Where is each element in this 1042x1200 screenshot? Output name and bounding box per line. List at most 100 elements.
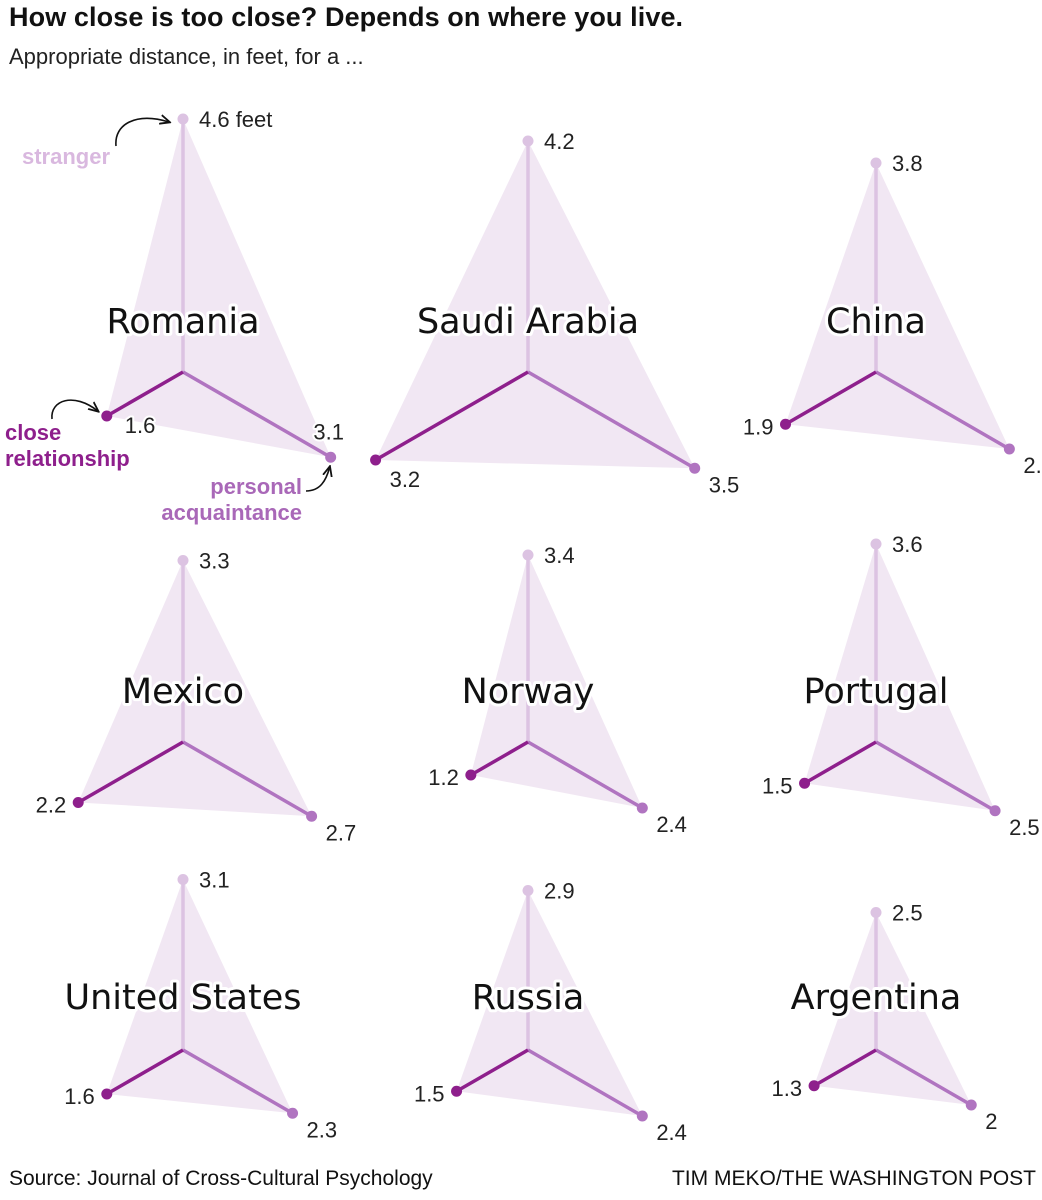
triangle-romania: [106, 119, 331, 458]
spoke-close-romania: [105, 370, 184, 418]
dot-stranger-russia: [522, 885, 534, 896]
spoke-acquaintance-saudi-arabia: [527, 370, 696, 470]
dot-acquaintance-united-states: [287, 1107, 299, 1119]
panel-united-states: United States 3.1 2.3 1.6: [61, 866, 339, 1145]
dot-acquaintance-argentina: [965, 1099, 977, 1111]
value-stranger-russia: 2.9: [544, 879, 575, 904]
dot-close-argentina: [808, 1080, 820, 1092]
value-close-argentina: 1.3: [771, 1076, 802, 1101]
spoke-acquaintance-romania: [182, 370, 332, 459]
country-label-argentina: Argentina: [791, 978, 962, 1018]
value-close-mexico: 2.2: [36, 793, 67, 818]
triangle-portugal: [804, 544, 996, 811]
dot-close-norway: [465, 769, 477, 781]
dot-acquaintance-saudi-arabia: [689, 462, 701, 474]
spoke-acquaintance-portugal: [875, 740, 996, 813]
country-label-norway: Norway: [462, 672, 595, 712]
dot-acquaintance-romania: [325, 451, 337, 463]
country-label-romania: Romania: [106, 302, 259, 342]
dot-close-russia: [451, 1085, 463, 1097]
country-label-russia: Russia: [472, 978, 585, 1018]
panel-saudi-arabia: Saudi Arabia 4.2 3.5 3.2: [370, 127, 741, 499]
value-close-romania: 1.6: [125, 413, 156, 438]
chart-title: How close is too close? Depends on where…: [9, 2, 684, 32]
panel-norway: Norway 3.4 2.4 1.2: [426, 541, 689, 839]
spoke-acquaintance-argentina: [875, 1048, 973, 1107]
spoke-close-united-states: [105, 1048, 184, 1096]
dot-close-romania: [101, 410, 113, 422]
country-label-portugal: Portugal: [804, 672, 949, 712]
spoke-acquaintance-united-states: [182, 1048, 294, 1115]
arrow-stranger: [115, 118, 169, 147]
value-acquaintance-portugal: 2.5: [1009, 815, 1040, 840]
value-stranger-united-states: 3.1: [199, 868, 230, 893]
panel-russia: Russia 2.9 2.4 1.5: [412, 877, 689, 1148]
dot-acquaintance-mexico: [306, 810, 318, 822]
credit-note: TIM MEKO/THE WASHINGTON POST: [671, 1167, 1036, 1190]
panel-romania: Romania 4.6 feet 3.1 1.6: [101, 105, 346, 463]
spoke-close-china: [784, 370, 877, 426]
value-acquaintance-russia: 2.4: [656, 1120, 687, 1145]
triangle-norway: [470, 555, 643, 808]
value-close-saudi-arabia: 3.2: [390, 467, 421, 492]
panel-argentina: Argentina 2.5 2 1.3: [769, 899, 999, 1137]
spoke-close-mexico: [77, 740, 184, 805]
value-stranger-china: 3.8: [892, 151, 923, 176]
dot-close-saudi-arabia: [370, 454, 382, 466]
value-acquaintance-mexico: 2.7: [326, 820, 357, 845]
value-acquaintance-united-states: 2.3: [307, 1117, 338, 1142]
spoke-close-russia: [455, 1048, 529, 1093]
value-stranger-portugal: 3.6: [892, 532, 923, 557]
annotation-stranger: stranger: [22, 144, 110, 169]
value-stranger-romania: 4.6 feet: [199, 107, 272, 132]
panel-china: China 3.8 2.8 1.9: [741, 149, 1042, 480]
country-label-united-states: United States: [64, 978, 301, 1018]
dot-acquaintance-norway: [636, 802, 648, 814]
dot-close-portugal: [799, 777, 811, 789]
value-close-portugal: 1.5: [762, 773, 793, 798]
dot-stranger-argentina: [870, 907, 882, 918]
panel-portugal: Portugal 3.6 2.5 1.5: [760, 530, 1042, 842]
triangle-saudi-arabia: [375, 141, 695, 469]
dot-acquaintance-portugal: [989, 805, 1001, 817]
triangle-china: [785, 163, 1010, 449]
dot-stranger-portugal: [870, 538, 882, 550]
value-acquaintance-china: 2.8: [1023, 453, 1042, 478]
value-acquaintance-romania: 3.1: [313, 419, 344, 444]
value-stranger-argentina: 2.5: [892, 901, 923, 926]
chart-subtitle: Appropriate distance, in feet, for a ...: [9, 44, 364, 69]
value-close-norway: 1.2: [428, 765, 459, 790]
country-label-mexico: Mexico: [122, 672, 244, 712]
dot-stranger-saudi-arabia: [522, 135, 534, 147]
triangle-mexico: [78, 560, 312, 817]
value-close-china: 1.9: [743, 414, 774, 439]
spoke-close-argentina: [813, 1048, 877, 1088]
spoke-close-saudi-arabia: [374, 370, 529, 462]
value-acquaintance-argentina: 2: [985, 1109, 997, 1134]
dot-stranger-united-states: [177, 874, 189, 885]
value-close-russia: 1.5: [414, 1081, 445, 1106]
country-label-saudi-arabia: Saudi Arabia: [417, 302, 639, 342]
dot-stranger-china: [870, 157, 882, 169]
value-acquaintance-norway: 2.4: [656, 812, 687, 837]
triangle-united-states: [106, 879, 293, 1114]
annotation-personal-acquaintance: personal acquaintance: [161, 474, 302, 525]
source-note: Source: Journal of Cross-Cultural Psycho…: [9, 1167, 433, 1190]
triangle-russia: [456, 890, 643, 1116]
dot-close-united-states: [101, 1088, 113, 1100]
dot-stranger-norway: [522, 549, 534, 561]
triangle-argentina: [814, 912, 972, 1105]
value-close-united-states: 1.6: [64, 1084, 95, 1109]
value-stranger-norway: 3.4: [544, 543, 575, 568]
spoke-acquaintance-mexico: [182, 740, 313, 818]
value-acquaintance-saudi-arabia: 3.5: [709, 472, 740, 497]
arrow-personal-acquaintance: [305, 467, 330, 492]
dot-stranger-romania: [177, 113, 189, 125]
arrow-close-relationship: [51, 399, 98, 420]
annotation-close-relationship: close relationship: [5, 420, 130, 471]
value-stranger-mexico: 3.3: [199, 549, 230, 574]
value-stranger-saudi-arabia: 4.2: [544, 129, 575, 154]
spoke-acquaintance-russia: [527, 1048, 644, 1118]
spoke-close-norway: [469, 740, 529, 777]
